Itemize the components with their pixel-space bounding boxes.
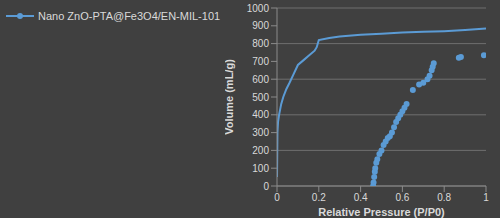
svg-text:300: 300 <box>252 127 269 138</box>
svg-text:500: 500 <box>252 92 269 103</box>
html-text:Nano ZnO-PTA@Fe3O4/EN-MIL-101: Nano ZnO-PTA@Fe3O4/EN-MIL-101 <box>38 10 221 22</box>
svg-text:0: 0 <box>263 181 269 192</box>
svg-text:700: 700 <box>252 56 269 67</box>
svg-text:Relative Pressure (P/P0): Relative Pressure (P/P0) <box>318 206 445 218</box>
svg-text:0.6: 0.6 <box>395 192 409 203</box>
svg-text:0: 0 <box>274 192 280 203</box>
svg-text:100: 100 <box>252 163 269 174</box>
svg-text:1: 1 <box>483 192 489 203</box>
svg-text:1000: 1000 <box>247 3 270 14</box>
svg-text:0.2: 0.2 <box>312 192 326 203</box>
svg-text:900: 900 <box>252 20 269 31</box>
svg-text:400: 400 <box>252 109 269 120</box>
svg-text:Volume (mL/g): Volume (mL/g) <box>225 59 235 135</box>
svg-text:600: 600 <box>252 74 269 85</box>
svg-text:0.4: 0.4 <box>354 192 368 203</box>
svg-text:800: 800 <box>252 38 269 49</box>
svg-text:200: 200 <box>252 145 269 156</box>
svg-text:0.8: 0.8 <box>437 192 451 203</box>
